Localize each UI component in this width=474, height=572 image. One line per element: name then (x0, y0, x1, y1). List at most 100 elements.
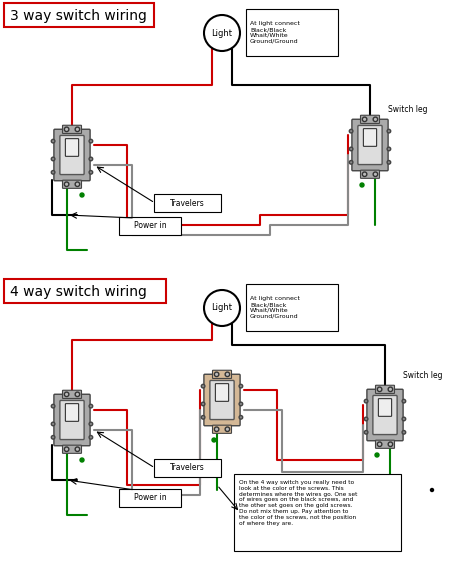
Circle shape (214, 427, 219, 431)
Circle shape (80, 193, 84, 197)
Circle shape (212, 438, 216, 442)
Circle shape (362, 117, 367, 122)
Circle shape (64, 182, 69, 186)
Circle shape (365, 431, 368, 434)
Circle shape (89, 422, 93, 426)
Circle shape (239, 402, 243, 406)
FancyBboxPatch shape (246, 284, 338, 331)
FancyBboxPatch shape (54, 394, 90, 446)
Circle shape (349, 161, 353, 164)
FancyBboxPatch shape (63, 125, 82, 133)
Text: On the 4 way switch you really need to
look at the color of the screws. This
det: On the 4 way switch you really need to l… (239, 480, 357, 526)
Circle shape (360, 183, 364, 187)
Circle shape (373, 172, 378, 177)
Circle shape (387, 161, 391, 164)
Circle shape (75, 392, 80, 396)
Circle shape (51, 140, 55, 143)
FancyBboxPatch shape (375, 386, 394, 394)
Text: 3 way switch wiring: 3 way switch wiring (10, 9, 147, 23)
Circle shape (64, 392, 69, 396)
FancyBboxPatch shape (361, 170, 380, 178)
FancyBboxPatch shape (119, 217, 181, 235)
Circle shape (365, 399, 368, 403)
Circle shape (64, 447, 69, 451)
Text: Travelers: Travelers (170, 198, 205, 208)
Circle shape (239, 384, 243, 388)
Circle shape (201, 402, 205, 406)
Circle shape (75, 182, 80, 186)
Circle shape (89, 404, 93, 408)
FancyBboxPatch shape (212, 425, 231, 434)
Text: At light connect
Black/Black
Whait/White
Ground/Ground: At light connect Black/Black Whait/White… (250, 21, 300, 43)
FancyBboxPatch shape (65, 138, 79, 156)
Circle shape (89, 170, 93, 174)
Circle shape (365, 417, 368, 421)
Text: Power in: Power in (134, 494, 166, 502)
Circle shape (225, 372, 229, 376)
Circle shape (89, 140, 93, 143)
FancyBboxPatch shape (246, 9, 338, 56)
Text: At light connect
Black/Black
Whait/White
Ground/Ground: At light connect Black/Black Whait/White… (250, 296, 300, 319)
FancyBboxPatch shape (210, 380, 234, 420)
Circle shape (204, 15, 240, 51)
Circle shape (80, 458, 84, 462)
FancyBboxPatch shape (4, 279, 166, 303)
FancyBboxPatch shape (212, 370, 231, 379)
Circle shape (388, 387, 392, 392)
FancyBboxPatch shape (367, 390, 403, 441)
FancyBboxPatch shape (373, 395, 397, 435)
Circle shape (388, 442, 392, 447)
Circle shape (214, 372, 219, 376)
Text: Power in: Power in (134, 221, 166, 231)
FancyBboxPatch shape (63, 390, 82, 399)
FancyBboxPatch shape (63, 445, 82, 454)
FancyBboxPatch shape (378, 399, 392, 416)
Circle shape (375, 453, 379, 457)
FancyBboxPatch shape (364, 129, 377, 146)
FancyBboxPatch shape (4, 3, 154, 27)
Circle shape (349, 147, 353, 151)
Circle shape (387, 129, 391, 133)
Circle shape (51, 422, 55, 426)
Circle shape (430, 488, 434, 491)
FancyBboxPatch shape (358, 125, 382, 165)
Circle shape (51, 404, 55, 408)
FancyBboxPatch shape (154, 459, 221, 477)
FancyBboxPatch shape (60, 136, 84, 174)
Circle shape (75, 127, 80, 132)
Circle shape (225, 427, 229, 431)
Circle shape (373, 117, 378, 122)
FancyBboxPatch shape (234, 474, 401, 551)
Circle shape (377, 442, 382, 447)
FancyBboxPatch shape (54, 129, 90, 181)
Circle shape (51, 170, 55, 174)
Circle shape (51, 157, 55, 161)
Text: Switch leg: Switch leg (403, 371, 443, 379)
FancyBboxPatch shape (65, 404, 79, 422)
Circle shape (201, 415, 205, 419)
Circle shape (239, 415, 243, 419)
Text: Light: Light (211, 304, 233, 312)
Circle shape (349, 129, 353, 133)
FancyBboxPatch shape (352, 119, 388, 171)
FancyBboxPatch shape (375, 440, 394, 448)
Circle shape (204, 290, 240, 326)
Circle shape (51, 435, 55, 439)
Text: Travelers: Travelers (170, 463, 205, 472)
Circle shape (64, 127, 69, 132)
FancyBboxPatch shape (63, 180, 82, 188)
Circle shape (362, 172, 367, 177)
Circle shape (89, 435, 93, 439)
FancyBboxPatch shape (154, 194, 221, 212)
Text: Light: Light (211, 29, 233, 38)
FancyBboxPatch shape (361, 115, 380, 124)
FancyBboxPatch shape (60, 400, 84, 439)
FancyBboxPatch shape (119, 489, 181, 507)
FancyBboxPatch shape (215, 384, 228, 402)
FancyBboxPatch shape (204, 374, 240, 426)
Circle shape (89, 157, 93, 161)
Circle shape (402, 417, 406, 421)
Circle shape (377, 387, 382, 392)
Text: Switch leg: Switch leg (388, 105, 428, 114)
Circle shape (402, 399, 406, 403)
